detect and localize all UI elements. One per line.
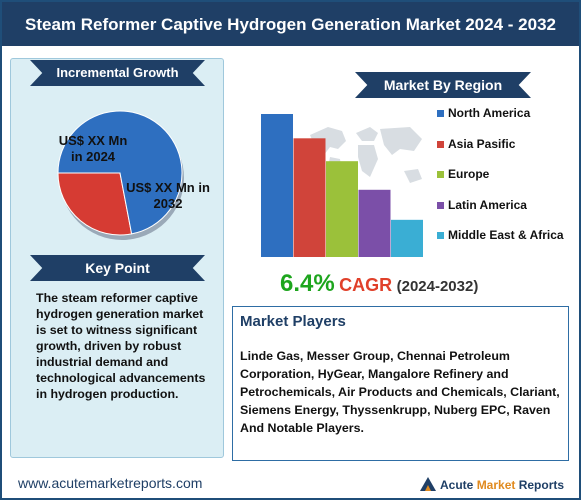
legend-label: North America xyxy=(448,106,531,120)
region-legend: North America Asia Pasific Europe Latin Ame… xyxy=(437,106,564,259)
header-bar: Steam Reformer Captive Hydrogen Generati… xyxy=(2,2,579,46)
pie-label-2024: US$ XX Mn in 2024 xyxy=(58,133,128,164)
legend-item: Middle East & Africa xyxy=(437,228,564,259)
cagr-label: CAGR xyxy=(339,275,393,295)
company-logo: Acute Market Reports xyxy=(418,475,574,495)
cagr-value: 6.4% xyxy=(280,270,335,297)
footer: www.acutemarketreports.com Acute Market … xyxy=(2,472,579,498)
logo-mark-icon xyxy=(420,477,436,491)
market-by-region-heading: Market By Region xyxy=(355,72,531,98)
pie-slice xyxy=(57,172,133,236)
pie-label-2032: US$ XX Mn in 2032 xyxy=(126,180,210,211)
page-title: Steam Reformer Captive Hydrogen Generati… xyxy=(25,15,556,34)
legend-item: North America xyxy=(437,106,564,137)
bar-asia-pasific xyxy=(293,138,326,257)
legend-label: Middle East & Africa xyxy=(448,228,564,242)
key-point-text: The steam reformer captive hydrogen gene… xyxy=(36,291,206,401)
legend-item: Asia Pasific xyxy=(437,137,564,168)
bar-latin-america xyxy=(358,189,391,257)
legend-swatch xyxy=(437,140,444,148)
legend-label: Europe xyxy=(448,167,490,181)
legend-label: Asia Pasific xyxy=(448,136,516,151)
region-bar-chart xyxy=(261,114,423,257)
legend-item: Europe xyxy=(437,167,564,198)
logo-text-acute: Acute xyxy=(440,478,477,492)
legend-swatch xyxy=(437,232,444,239)
market-players-text: Linde Gas, Messer Group, Chennai Petrole… xyxy=(240,349,560,435)
pie-slice xyxy=(57,110,183,235)
legend-swatch xyxy=(437,201,444,209)
market-players-heading: Market Players xyxy=(240,313,346,330)
pie-chart xyxy=(57,110,184,240)
legend-item: Latin America xyxy=(437,198,564,229)
bar-middle-east-africa xyxy=(391,219,423,257)
market-players-box: Market Players Linde Gas, Messer Group, … xyxy=(232,306,569,461)
key-point-heading: Key Point xyxy=(30,255,205,281)
cagr-period: (2024-2032) xyxy=(396,278,479,295)
bar-europe xyxy=(326,161,358,257)
website-link[interactable]: www.acutemarketreports.com xyxy=(18,475,203,491)
logo-text-market: Market xyxy=(476,478,516,492)
legend-swatch xyxy=(437,110,444,117)
incremental-growth-pie: US$ XX Mn in 2024 US$ XX Mn in 2032 xyxy=(30,95,220,245)
legend-swatch xyxy=(437,171,444,178)
incremental-growth-heading: Incremental Growth xyxy=(30,60,205,86)
bar-north-america xyxy=(261,114,293,257)
legend-label: Latin America xyxy=(448,197,527,212)
logo-text-reports: Reports xyxy=(515,478,565,492)
cagr-block: 6.4% CAGR (2024-2032) xyxy=(280,270,478,298)
